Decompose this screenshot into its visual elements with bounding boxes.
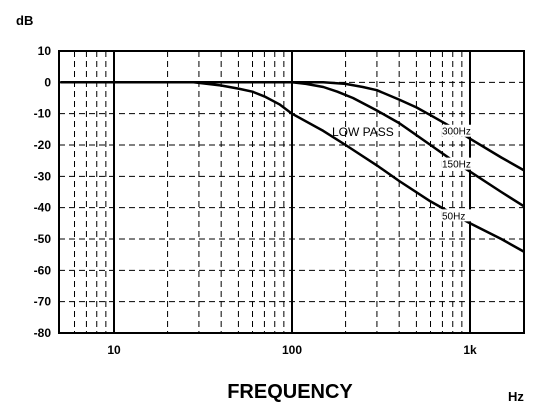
x-tick-labels: 10 100 1k (107, 343, 477, 357)
x-tick-label: 10 (107, 343, 121, 357)
series-line (60, 81, 525, 172)
y-tick-label: -40 (34, 201, 52, 215)
grid (59, 51, 524, 333)
y-tick-label: -20 (34, 138, 52, 152)
series-label-bg (442, 209, 476, 222)
low-pass-annotation: LOW PASS (332, 125, 394, 139)
x-tick-label: 100 (282, 343, 302, 357)
x-axis-title: FREQUENCY (227, 381, 353, 403)
x-axis-unit: Hz (508, 389, 524, 404)
series-label: 300Hz (442, 127, 471, 138)
series-label-bg (442, 157, 476, 170)
y-tick-label: -80 (34, 326, 52, 340)
series-label: 50Hz (442, 211, 465, 222)
y-tick-label: -60 (34, 263, 52, 277)
curves: 50Hz 150Hz 300Hz (60, 81, 525, 253)
y-tick-labels: 10 0 -10 -20 -30 -40 -50 -60 -70 -80 (34, 44, 52, 340)
y-axis-unit: dB (16, 13, 33, 28)
y-tick-label: -10 (34, 107, 52, 121)
series-label: 150Hz (442, 160, 471, 171)
y-tick-label: -70 (34, 295, 52, 309)
y-tick-label: -50 (34, 232, 52, 246)
y-tick-label: 0 (44, 75, 51, 89)
y-tick-label: -30 (34, 169, 52, 183)
y-tick-label: 10 (38, 44, 52, 58)
x-tick-label: 1k (463, 343, 477, 357)
series-label-bg (442, 124, 476, 137)
plot-frame (58, 50, 525, 334)
